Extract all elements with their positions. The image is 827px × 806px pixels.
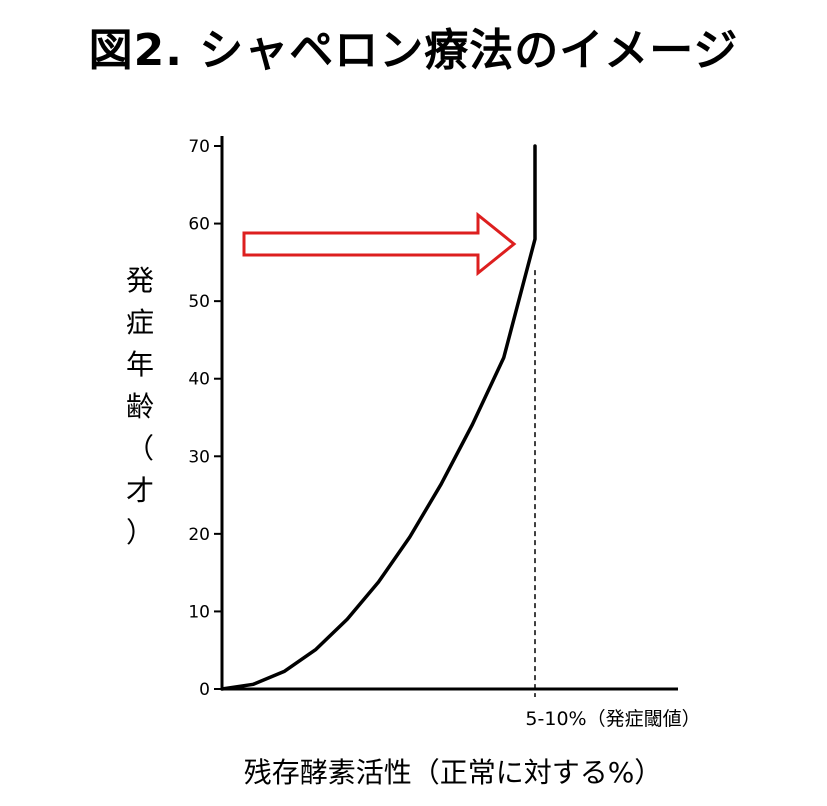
curve-layer [220,144,537,697]
y-axis-ticks: 0 10 20 30 40 50 60 70 [188,137,222,700]
y-tick-label: 60 [188,215,210,235]
y-tick-label: 30 [188,447,210,467]
y-tick-label: 20 [188,525,210,545]
chart-axes [220,136,678,691]
y-tick-label: 10 [188,602,210,622]
y-axis-label-char: 齢 [126,390,154,423]
x-axis-label: 残存酵素活性（正常に対する%） [244,756,663,789]
onset-age-curve [220,144,537,691]
y-tick-label: 70 [188,137,210,157]
arrow-layer [242,211,517,277]
y-axis-label-char: 発 [126,264,154,297]
y-tick-label: 0 [199,680,210,700]
y-axis-label-char: ） [126,516,154,549]
y-tick-label: 40 [188,370,210,390]
y-axis-label-char: 才 [126,474,154,507]
y-axis-label-char: （ [126,432,154,465]
y-axis-label-char: 症 [126,306,154,339]
threshold-annotation: 5-10%（発症閾値） [525,708,700,730]
chart-title: 図2. シャペロン療法のイメージ [88,25,739,76]
y-tick-label: 50 [188,292,210,312]
chaperone-arrow [242,211,517,277]
y-axis-label-char: 年 [126,348,154,381]
